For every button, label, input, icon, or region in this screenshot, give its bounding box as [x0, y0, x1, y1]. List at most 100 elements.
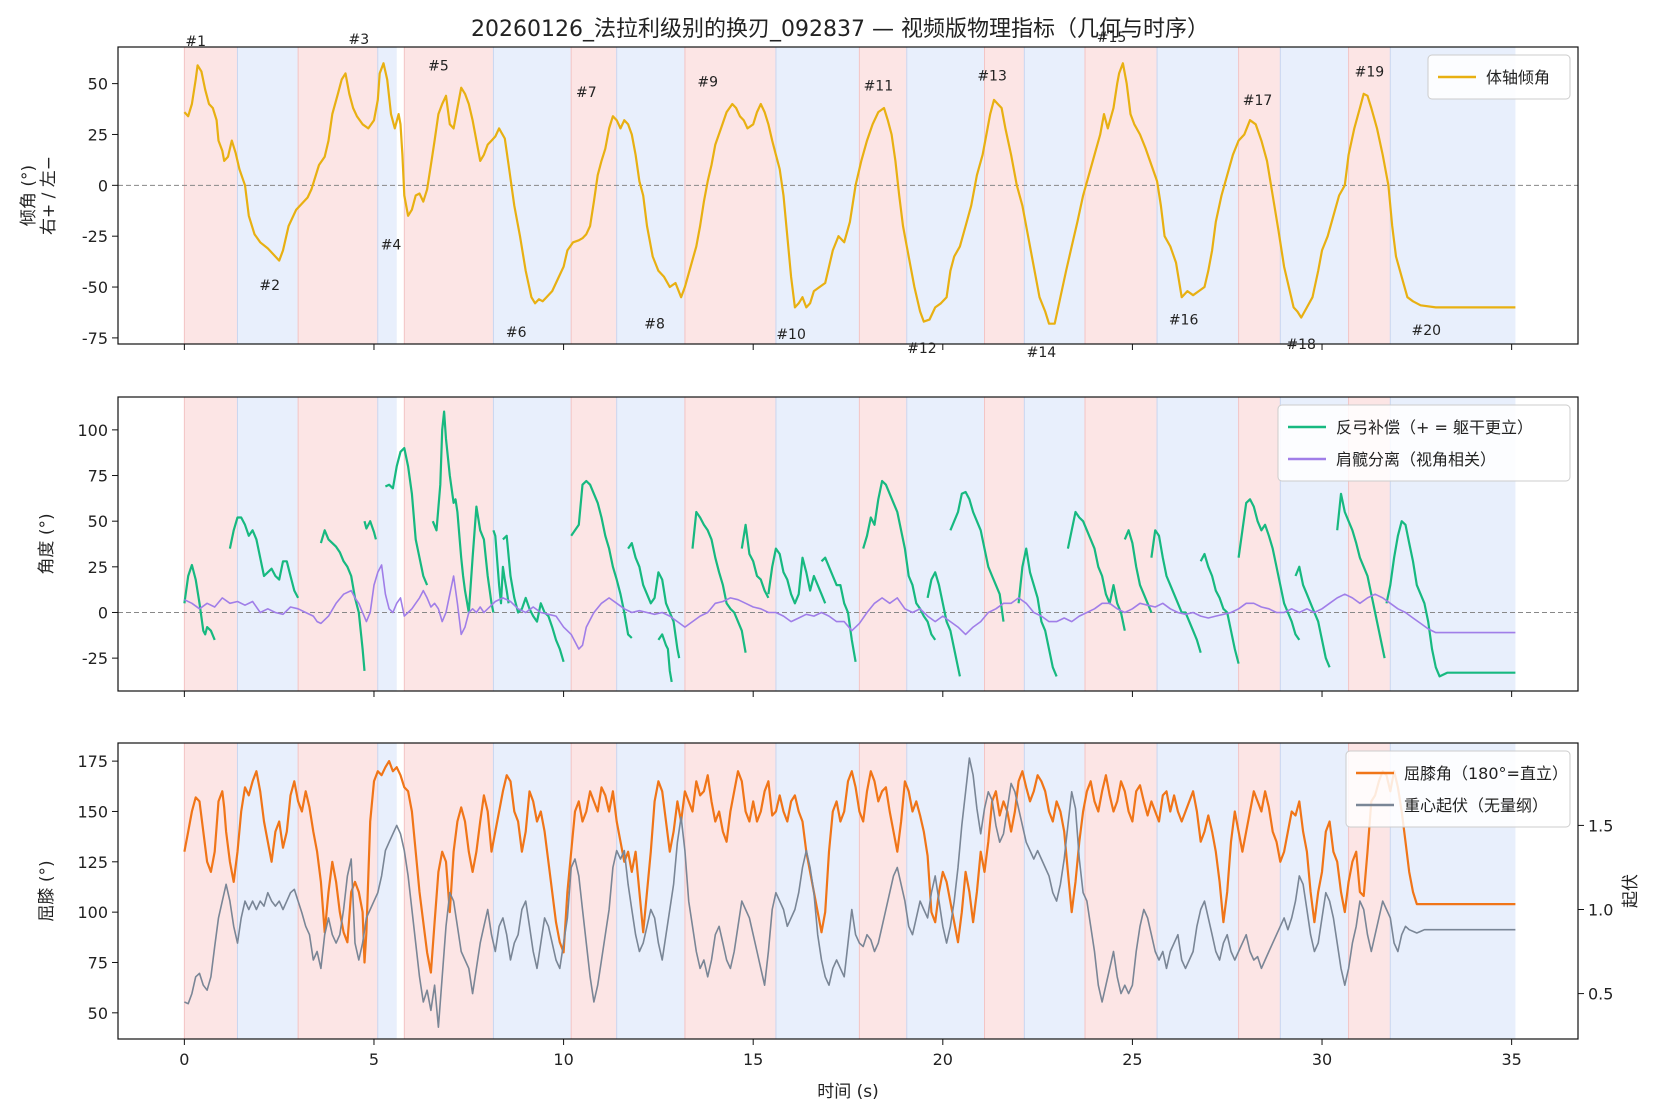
series-lines [183, 62, 1516, 325]
y-axis-label: 右+ / 左− [39, 156, 59, 235]
phase-band [184, 397, 238, 691]
legend-label: 肩髋分离（视角相关） [1336, 450, 1496, 469]
series-line-counter-0 [767, 547, 827, 605]
phase-band [1157, 47, 1239, 344]
legend-box [1427, 54, 1571, 100]
x-tick-label: 30 [1312, 1050, 1332, 1069]
series-line-counter-0 [1123, 529, 1153, 613]
series-line-counter-0 [570, 479, 633, 639]
phase-band [984, 47, 1025, 344]
legend-label: 屈膝角（180°=直立） [1404, 764, 1568, 783]
phase-band [684, 397, 776, 691]
phase-band [1085, 47, 1158, 344]
series-line-counter-0 [1199, 552, 1240, 664]
series-line-counter-0 [502, 534, 565, 663]
y-tick-label: -75 [82, 329, 108, 348]
x-tick-label: 0 [179, 1050, 189, 1069]
series-lines [183, 757, 1516, 1028]
phase-band [1238, 743, 1281, 1039]
y-tick-label: -25 [82, 227, 108, 246]
turn-annotation: #16 [1169, 313, 1199, 329]
series-line-tilt-0 [183, 62, 1516, 325]
turn-annotation: #18 [1286, 337, 1316, 353]
y-tick-label: 100 [77, 421, 108, 440]
phase-band [1157, 743, 1239, 1039]
phase-band [906, 47, 985, 344]
panel-tilt: 50 25 0 -25 -50 -75 倾角 (°) 右+ / 左− #1 #2 #3 #4 #5 #6 #… [19, 30, 1579, 361]
phase-band [377, 47, 397, 344]
y-tick-label: 25 [88, 558, 108, 577]
x-tick-label: 20 [933, 1050, 953, 1069]
y2-axis-label: 起伏 [1621, 874, 1641, 908]
phase-bands [183, 743, 1516, 1039]
axes-frame [117, 46, 1579, 345]
y2-tick-label: 1.5 [1588, 816, 1613, 835]
legend: 体轴倾角 [1427, 54, 1571, 100]
phase-band [298, 397, 378, 691]
phase-band [184, 47, 238, 344]
series-line-counter-0 [363, 520, 377, 540]
turn-annotation: #10 [776, 327, 806, 343]
series-line-counter-0 [319, 529, 366, 671]
y2-tick-label: 0.5 [1588, 985, 1613, 1004]
y-tick-label: 125 [77, 853, 108, 872]
series-line-counter-0 [183, 563, 216, 641]
phase-band [616, 397, 685, 691]
series-line-counter-0 [657, 633, 673, 683]
turn-annotation: #9 [697, 75, 718, 91]
turn-annotation: #12 [907, 341, 937, 357]
phase-bands [183, 47, 1516, 344]
series-line-counter-0 [949, 490, 1005, 622]
turn-annotation: #5 [428, 58, 449, 74]
y-tick-label: 25 [88, 125, 108, 144]
series-line-counter-0 [1336, 492, 1386, 659]
phase-band [571, 397, 617, 691]
chart-title: 20260126_法拉利级别的换刃_092837 — 视频版物理指标（几何与时序… [471, 17, 1209, 42]
y-tick-label: 75 [88, 467, 108, 486]
y-tick-label: 50 [88, 75, 108, 94]
phase-band [1085, 397, 1158, 691]
series-line-counter-0 [1017, 547, 1058, 677]
phase-band [616, 743, 685, 1039]
series-line-counter-0 [384, 447, 429, 586]
phase-band [775, 397, 860, 691]
phase-band [1085, 743, 1158, 1039]
phase-band [859, 397, 907, 691]
turn-annotation: #15 [1097, 30, 1127, 46]
phase-band [1024, 743, 1086, 1039]
series-line-counter-0 [862, 479, 937, 641]
turn-annotation: #3 [348, 32, 369, 48]
phase-band [377, 743, 397, 1039]
phase-band [377, 397, 397, 691]
series-line-counter-0 [492, 529, 510, 605]
phase-band [237, 47, 299, 344]
turn-annotation: #11 [864, 79, 894, 95]
phase-band [237, 397, 299, 691]
turn-annotation: #14 [1027, 345, 1057, 361]
phase-band [1238, 47, 1281, 344]
phase-band [571, 743, 617, 1039]
series-line-counter-0 [1294, 565, 1331, 668]
series-line-counter-0 [740, 523, 770, 599]
phase-band [684, 47, 776, 344]
phase-band [616, 47, 685, 344]
phase-band [493, 47, 572, 344]
series-line-counter-0 [1066, 510, 1126, 631]
phase-band [1238, 397, 1281, 691]
series-line-knee_com-0 [183, 760, 1516, 974]
phase-band [404, 47, 494, 344]
y2-tick-label: 1.0 [1588, 901, 1613, 920]
x-axis-label: 时间 (s) [817, 1082, 879, 1102]
x-tick-label: 10 [553, 1050, 573, 1069]
y-axis-label: 角度 (°) [37, 513, 57, 574]
legend-label: 反弓补偿（+ = 躯干更立） [1336, 418, 1533, 437]
y-tick-label: 50 [88, 512, 108, 531]
phase-band [493, 743, 572, 1039]
series-line-counter-0 [1150, 529, 1202, 654]
phase-band [1024, 397, 1086, 691]
series-line-counter-0 [820, 556, 857, 662]
turn-annotation: #17 [1243, 93, 1273, 109]
panel-knee_com: 175 150 125 100 75 50 0 5 10 15 20 25 30 35 屈膝 (°) 1.5 1… [37, 742, 1641, 1102]
x-tick-label: 15 [743, 1050, 763, 1069]
phase-band [906, 743, 985, 1039]
